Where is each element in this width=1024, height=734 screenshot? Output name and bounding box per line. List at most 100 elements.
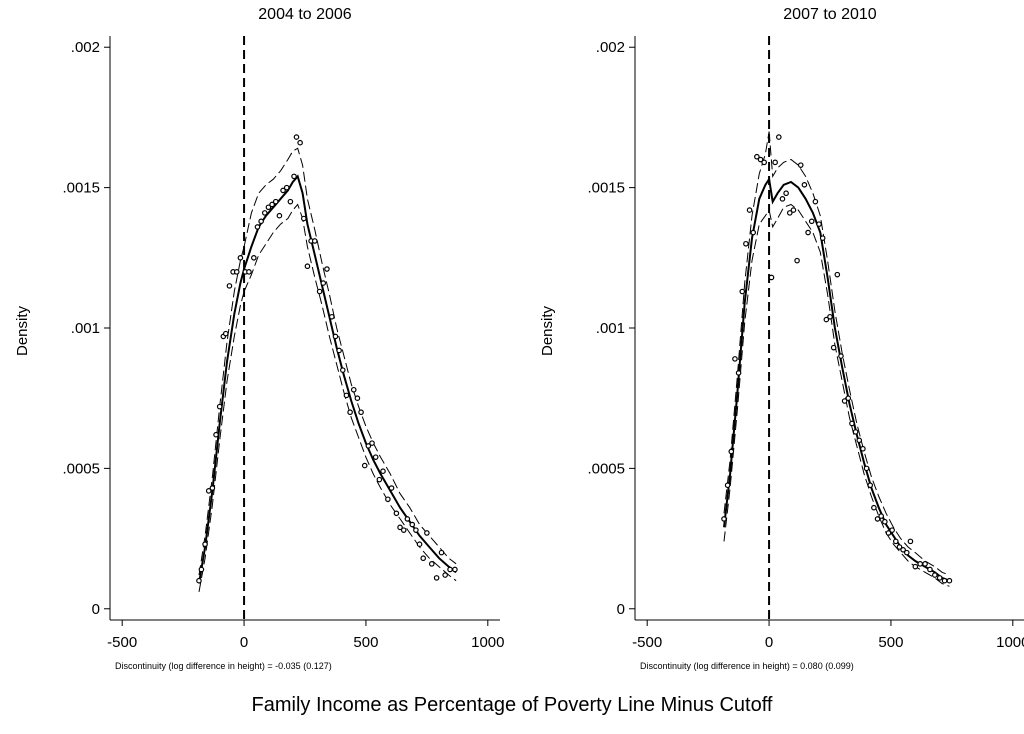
bin-point [746,207,753,213]
bin-point [922,561,928,567]
ci-upper-line-left [198,246,245,576]
bin-point [805,229,811,236]
y-tick-label: .002 [71,39,100,56]
bin-point [433,575,440,581]
bin-point [287,198,294,205]
bin-point [863,465,870,472]
bin-point [438,549,445,556]
bin-point [896,544,903,550]
bin-point [900,547,906,553]
bin-point [365,443,372,449]
bin-point [361,462,368,469]
y-tick-label: .0005 [62,460,100,477]
bin-point [779,196,786,202]
panel-title: 2004 to 2006 [258,6,352,23]
bin-point [369,440,375,446]
panel-2004-2006: 2004 to 2006 Density 0.0005.001.0015.002… [0,0,512,680]
bin-point [823,316,830,323]
bin-point [258,218,264,225]
density-fit-line-left [723,178,770,528]
x-tick-label: 0 [765,634,773,651]
bin-point [329,313,335,320]
bin-point [336,347,342,354]
bin-point [261,210,268,216]
bin-point [946,577,953,584]
x-tick-label: 0 [240,634,248,651]
bin-point [732,356,738,362]
y-tick-label: 0 [92,601,100,618]
bin-point [300,215,307,222]
bin-point [816,221,822,227]
bin-point [845,395,852,401]
y-tick-label: .0005 [587,460,625,477]
panel-title: 2007 to 2010 [783,6,877,23]
y-tick-label: .0015 [587,180,625,197]
bin-point [786,210,793,216]
bin-point [874,516,881,522]
bin-point [332,333,339,340]
bin-point [903,549,910,556]
bin-point [907,538,914,545]
bin-point [276,212,283,219]
panel-2007-2010: 2007 to 2010 Density 0.0005.001.0015.002… [525,0,1024,680]
density-fit-line-left [198,268,246,584]
bin-point [372,454,379,460]
bin-point [293,134,300,140]
bin-point [202,541,208,547]
bin-point [768,274,775,281]
bin-point [424,530,430,536]
bin-point [416,541,423,547]
bin-point [385,496,391,503]
discontinuity-note: Discontinuity (log difference in height)… [640,661,854,671]
bin-point [849,420,855,427]
bin-point [347,409,353,416]
x-axis-title: Family Income as Percentage of Poverty L… [251,694,773,716]
density-fit-line-right [243,174,457,574]
bin-point [917,561,923,567]
bin-point [754,153,760,160]
bin-point [838,353,844,359]
ci-upper-line-right [768,131,950,576]
x-tick-label: -500 [107,634,137,651]
x-tick-label: 500 [353,634,378,651]
bin-point [297,139,303,146]
ci-upper-line-left [723,131,770,514]
bin-point [790,207,797,213]
bin-point [808,218,815,225]
bin-point [735,370,742,376]
ci-upper-line-right [243,147,457,565]
x-tick-label: -500 [632,634,662,651]
bin-point [198,566,205,573]
ci-lower-line-left [723,209,770,542]
bin-point [339,367,346,373]
bin-point [936,575,943,581]
bin-point [397,524,403,531]
bin-point [819,235,826,241]
bin-point [320,280,327,286]
density-plot-2007-2010: 0 .0005 .001 .0015 .002 -500 0 500 1000 [587,36,1024,651]
bin-point [324,266,330,272]
bin-point [196,577,202,584]
bin-point [721,516,727,522]
bin-point [280,187,286,194]
bin-point [237,255,244,261]
bin-point [304,263,311,270]
x-tick-label: 500 [878,634,903,651]
y-tick-label: .002 [596,39,625,56]
bin-point [246,269,252,275]
bin-point [316,288,323,295]
bin-point [283,184,290,191]
bin-point [783,190,789,197]
bin-point [941,577,948,584]
ci-lower-line-left [198,291,245,592]
bin-point [388,485,395,491]
bin-point [216,403,223,410]
bin-point [776,134,782,140]
bin-point [404,516,411,522]
bin-point [927,566,933,573]
bin-point [743,240,749,247]
bin-point [757,156,764,163]
bin-point [932,572,938,578]
bin-point [889,527,895,533]
